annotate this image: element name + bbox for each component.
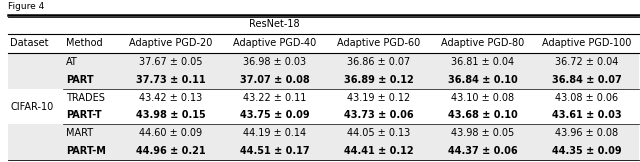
Text: 44.19 ± 0.14: 44.19 ± 0.14 bbox=[243, 128, 306, 139]
Text: 43.68 ± 0.10: 43.68 ± 0.10 bbox=[448, 110, 518, 121]
Text: 43.75 ± 0.09: 43.75 ± 0.09 bbox=[240, 110, 310, 121]
Text: ResNet-18: ResNet-18 bbox=[250, 19, 300, 29]
Text: 44.60 ± 0.09: 44.60 ± 0.09 bbox=[139, 128, 202, 139]
Text: 36.81 ± 0.04: 36.81 ± 0.04 bbox=[451, 57, 515, 67]
Text: Adaptive PGD-80: Adaptive PGD-80 bbox=[441, 38, 524, 48]
FancyBboxPatch shape bbox=[8, 142, 639, 160]
Text: PART-M: PART-M bbox=[66, 146, 106, 156]
FancyBboxPatch shape bbox=[8, 124, 639, 142]
Text: 43.96 ± 0.08: 43.96 ± 0.08 bbox=[555, 128, 618, 139]
Text: 37.73 ± 0.11: 37.73 ± 0.11 bbox=[136, 75, 205, 85]
Text: Adaptive PGD-20: Adaptive PGD-20 bbox=[129, 38, 212, 48]
Text: 44.41 ± 0.12: 44.41 ± 0.12 bbox=[344, 146, 413, 156]
Text: 36.98 ± 0.03: 36.98 ± 0.03 bbox=[243, 57, 306, 67]
Text: Adaptive PGD-60: Adaptive PGD-60 bbox=[337, 38, 420, 48]
Text: 44.96 ± 0.21: 44.96 ± 0.21 bbox=[136, 146, 205, 156]
Text: 36.89 ± 0.12: 36.89 ± 0.12 bbox=[344, 75, 413, 85]
Text: Adaptive PGD-100: Adaptive PGD-100 bbox=[542, 38, 632, 48]
Text: 36.84 ± 0.07: 36.84 ± 0.07 bbox=[552, 75, 621, 85]
Text: 43.42 ± 0.13: 43.42 ± 0.13 bbox=[139, 93, 202, 103]
Text: 44.37 ± 0.06: 44.37 ± 0.06 bbox=[448, 146, 518, 156]
Text: MART: MART bbox=[66, 128, 93, 139]
Text: PART-T: PART-T bbox=[66, 110, 101, 121]
Text: 43.08 ± 0.06: 43.08 ± 0.06 bbox=[555, 93, 618, 103]
Text: 43.73 ± 0.06: 43.73 ± 0.06 bbox=[344, 110, 413, 121]
Text: 43.19 ± 0.12: 43.19 ± 0.12 bbox=[347, 93, 410, 103]
Text: 37.07 ± 0.08: 37.07 ± 0.08 bbox=[240, 75, 310, 85]
Text: Figure 4: Figure 4 bbox=[8, 2, 44, 11]
Text: Adaptive PGD-40: Adaptive PGD-40 bbox=[233, 38, 316, 48]
Text: PART: PART bbox=[66, 75, 93, 85]
Text: CIFAR-10: CIFAR-10 bbox=[10, 102, 54, 111]
Text: 44.35 ± 0.09: 44.35 ± 0.09 bbox=[552, 146, 621, 156]
Text: 36.84 ± 0.10: 36.84 ± 0.10 bbox=[448, 75, 518, 85]
Text: 43.61 ± 0.03: 43.61 ± 0.03 bbox=[552, 110, 621, 121]
FancyBboxPatch shape bbox=[8, 71, 639, 89]
Text: 36.72 ± 0.04: 36.72 ± 0.04 bbox=[555, 57, 618, 67]
Text: 43.98 ± 0.05: 43.98 ± 0.05 bbox=[451, 128, 515, 139]
Text: 43.98 ± 0.15: 43.98 ± 0.15 bbox=[136, 110, 205, 121]
Text: Dataset: Dataset bbox=[10, 38, 49, 48]
Text: 36.86 ± 0.07: 36.86 ± 0.07 bbox=[347, 57, 410, 67]
Text: 44.51 ± 0.17: 44.51 ± 0.17 bbox=[240, 146, 310, 156]
Text: 37.67 ± 0.05: 37.67 ± 0.05 bbox=[139, 57, 202, 67]
Text: 43.22 ± 0.11: 43.22 ± 0.11 bbox=[243, 93, 307, 103]
FancyBboxPatch shape bbox=[8, 53, 639, 71]
Text: AT: AT bbox=[66, 57, 77, 67]
Text: Method: Method bbox=[66, 38, 102, 48]
Text: 44.05 ± 0.13: 44.05 ± 0.13 bbox=[347, 128, 410, 139]
Text: TRADES: TRADES bbox=[66, 93, 104, 103]
Text: 43.10 ± 0.08: 43.10 ± 0.08 bbox=[451, 93, 515, 103]
